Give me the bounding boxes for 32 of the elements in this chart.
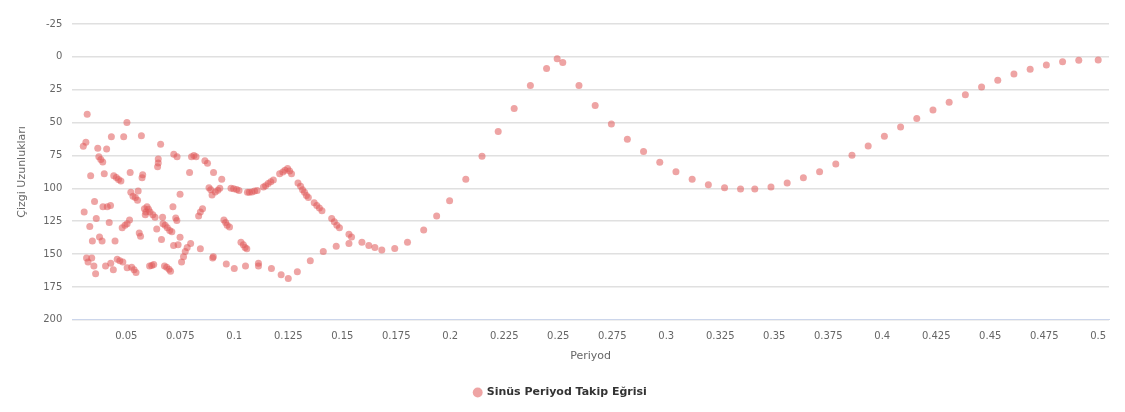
y-tick-label: 25 bbox=[49, 83, 63, 95]
y-tick-label: 150 bbox=[43, 247, 63, 259]
x-tick-label: 0.25 bbox=[547, 330, 570, 342]
y-tick-label: 125 bbox=[43, 214, 63, 226]
x-tick-label: 0.35 bbox=[763, 330, 786, 342]
y-tick-label: -25 bbox=[45, 17, 63, 29]
x-tick-label: 0.3 bbox=[658, 330, 675, 342]
x-tick-label: 0.05 bbox=[115, 330, 138, 342]
x-tick-label: 0.5 bbox=[1090, 330, 1107, 342]
y-tick-label: 50 bbox=[49, 116, 63, 128]
x-axis-title: Periyod bbox=[570, 349, 612, 363]
x-tick-label: 0.325 bbox=[705, 330, 735, 342]
x-tick-label: 0.475 bbox=[1029, 330, 1059, 342]
x-tick-label: 0.375 bbox=[813, 330, 843, 342]
x-tick-label: 0.275 bbox=[597, 330, 627, 342]
y-tick-label: 0 bbox=[55, 50, 63, 62]
y-tick-label: 100 bbox=[43, 181, 63, 193]
x-tick-label: 0.075 bbox=[165, 330, 195, 342]
y-tick-label: 175 bbox=[43, 280, 63, 292]
x-tick-label: 0.125 bbox=[273, 330, 303, 342]
x-tick-label: 0.425 bbox=[921, 330, 951, 342]
x-tick-label: 0.2 bbox=[442, 330, 459, 342]
y-tick-label: 200 bbox=[43, 313, 63, 325]
x-tick-label: 0.45 bbox=[979, 330, 1002, 342]
x-tick-label: 0.4 bbox=[874, 330, 891, 342]
y-axis-title: Çizgi Uzunlukları bbox=[15, 126, 29, 218]
x-tick-label: 0.1 bbox=[226, 330, 243, 342]
y-tick-label: 75 bbox=[49, 149, 63, 161]
x-tick-label: 0.175 bbox=[381, 330, 411, 342]
legend-label: Sinüs Periyod Takip Eğrisi bbox=[486, 385, 647, 399]
x-tick-label: 0.225 bbox=[489, 330, 519, 342]
x-tick-label: 0.15 bbox=[331, 330, 354, 342]
